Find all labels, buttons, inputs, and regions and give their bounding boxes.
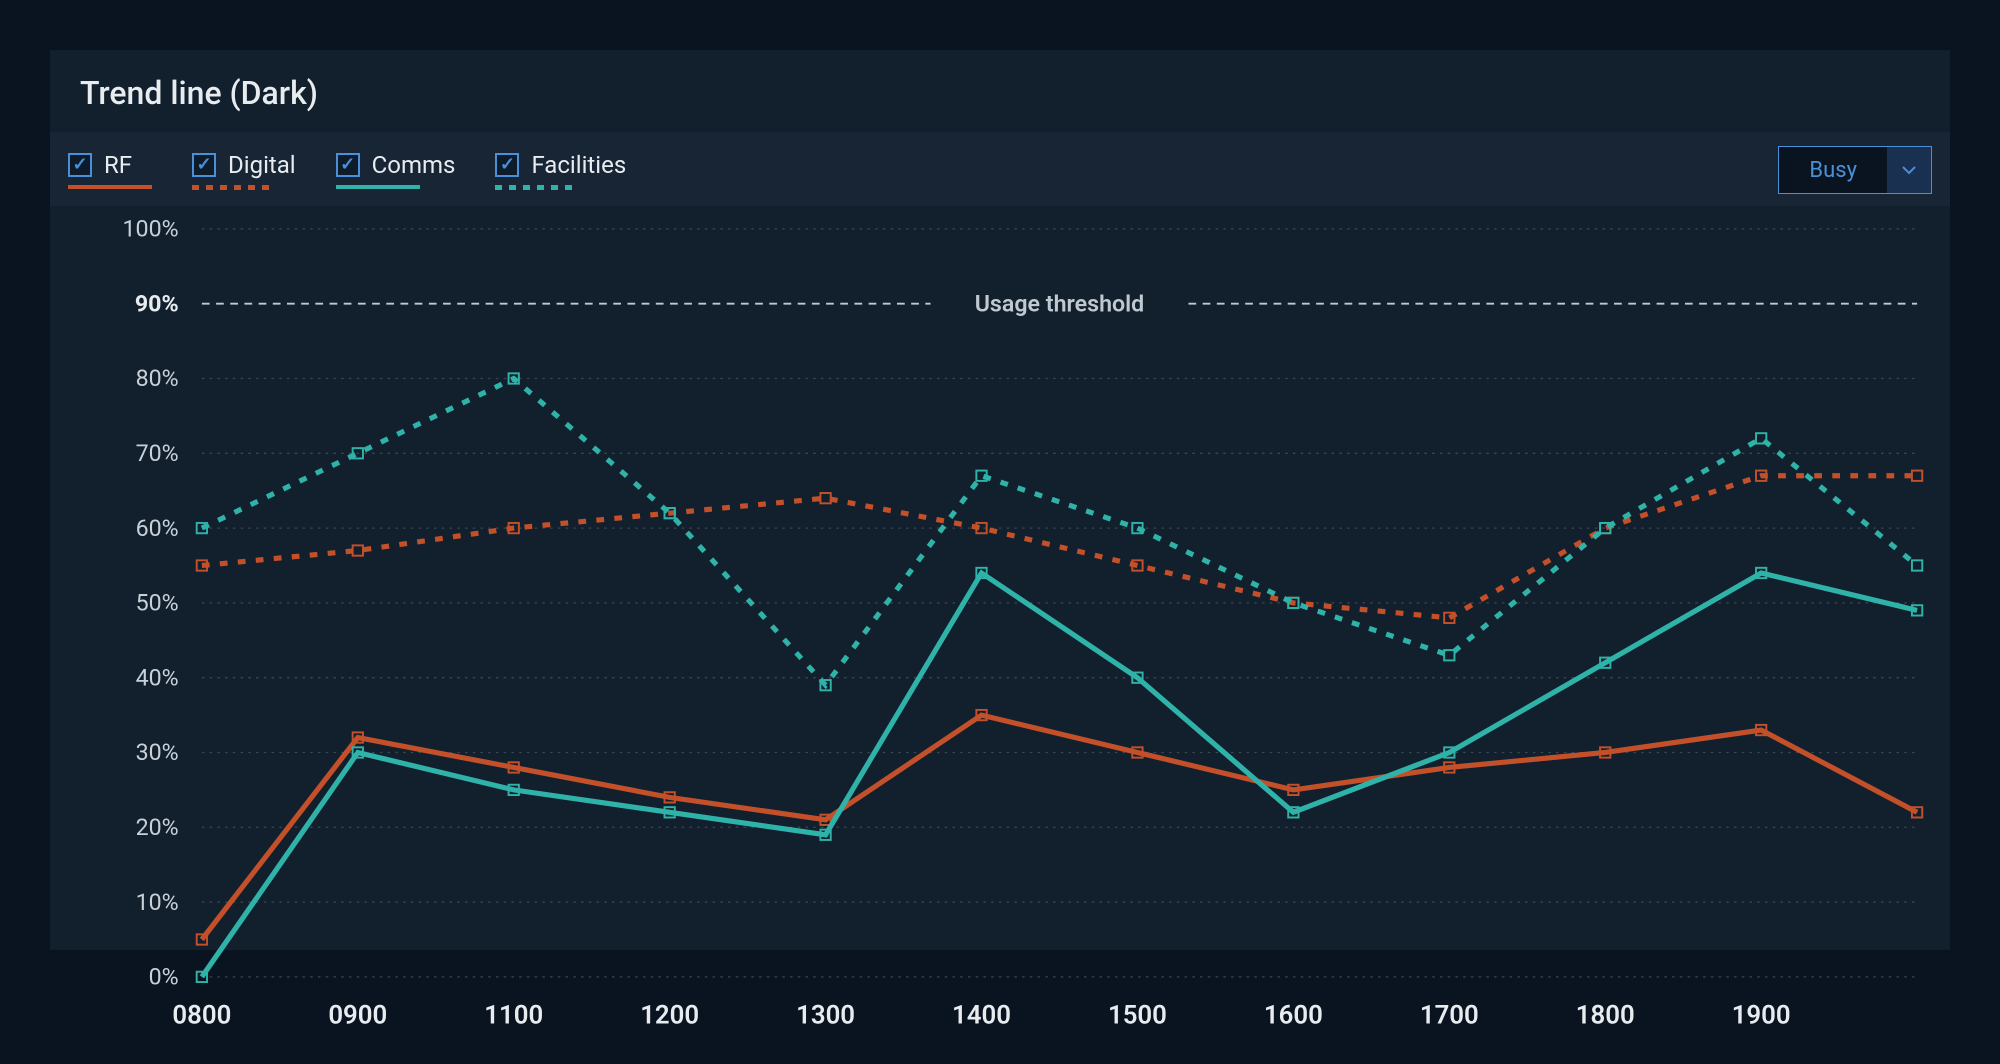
checkbox-comms[interactable]: ✓: [336, 153, 360, 177]
series-line-comms: [202, 573, 1917, 977]
legend-item-digital[interactable]: ✓ Digital: [192, 151, 296, 190]
legend-label: RF: [104, 151, 132, 179]
panel-header: Trend line (Dark): [50, 50, 1950, 132]
marker-facilities: [1444, 650, 1454, 660]
check-icon: ✓: [340, 156, 355, 174]
threshold-label: Usage threshold: [975, 289, 1145, 317]
x-tick-label: 0800: [172, 1000, 231, 1030]
x-tick-label: 1600: [1264, 1000, 1323, 1030]
check-icon: ✓: [196, 156, 211, 174]
select-value: Busy: [1779, 147, 1887, 193]
chart-title: Trend line (Dark): [80, 74, 1920, 112]
marker-digital: [353, 545, 363, 555]
y-tick-label: 60%: [136, 514, 179, 542]
x-tick-label: 1300: [796, 1000, 855, 1030]
checkbox-facilities[interactable]: ✓: [495, 153, 519, 177]
legend: ✓ RF ✓ Digital ✓ Comms ✓ Facilities: [68, 151, 626, 190]
marker-digital: [820, 493, 830, 503]
check-icon: ✓: [500, 156, 515, 174]
y-tick-label: 80%: [136, 364, 179, 392]
series-line-facilities: [202, 378, 1917, 685]
checkbox-digital[interactable]: ✓: [192, 153, 216, 177]
line-sample-rf: [68, 185, 152, 189]
y-tick-label: 50%: [136, 589, 179, 617]
marker-facilities: [1912, 560, 1922, 570]
legend-item-facilities[interactable]: ✓ Facilities: [495, 151, 626, 190]
checkbox-rf[interactable]: ✓: [68, 153, 92, 177]
legend-item-rf[interactable]: ✓ RF: [68, 151, 152, 190]
legend-label: Facilities: [531, 151, 626, 179]
x-tick-label: 1500: [1108, 1000, 1167, 1030]
marker-digital: [1912, 471, 1922, 481]
chart-area: 0% 10% 20% 30% 40% 50% 60% 70% 80% 90% 100% Usage t…: [50, 206, 1950, 1064]
x-tick-label: 0900: [328, 1000, 387, 1030]
x-tick-label: 1200: [640, 1000, 699, 1030]
legend-label: Comms: [372, 151, 456, 179]
x-tick-label: 1900: [1732, 1000, 1791, 1030]
check-icon: ✓: [72, 156, 87, 174]
y-tick-label: 30%: [136, 738, 179, 766]
line-chart: 0% 10% 20% 30% 40% 50% 60% 70% 80% 90% 100% Usage t…: [60, 216, 1930, 1054]
controls-bar: ✓ RF ✓ Digital ✓ Comms ✓ Facilities Busy: [50, 132, 1950, 206]
line-sample-comms: [336, 185, 420, 189]
y-tick-label: 70%: [136, 439, 179, 467]
legend-label: Digital: [228, 151, 296, 179]
chevron-down-icon: [1887, 147, 1931, 193]
x-tick-label: 1100: [484, 1000, 543, 1030]
y-tick-label: 20%: [136, 813, 179, 841]
legend-item-comms[interactable]: ✓ Comms: [336, 151, 456, 190]
x-tick-label: 1400: [952, 1000, 1011, 1030]
y-tick-label: 40%: [136, 663, 179, 691]
line-sample-digital: [192, 185, 276, 190]
x-tick-label: 1800: [1576, 1000, 1635, 1030]
status-select[interactable]: Busy: [1778, 146, 1932, 194]
y-tick-label: 0%: [149, 963, 179, 991]
y-tick-label: 10%: [136, 888, 179, 916]
line-sample-facilities: [495, 185, 579, 190]
y-tick-label: 100%: [123, 216, 179, 243]
chart-panel: Trend line (Dark) ✓ RF ✓ Digital ✓ Comms ✓ Faci…: [50, 50, 1950, 950]
y-tick-label: 90%: [135, 289, 179, 317]
x-tick-label: 1700: [1420, 1000, 1479, 1030]
